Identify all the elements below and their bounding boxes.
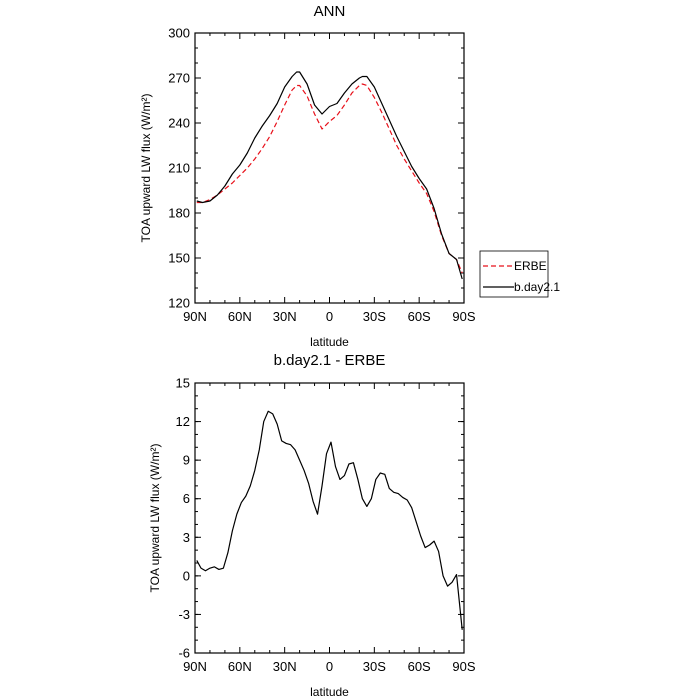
y-tick-label: 0	[183, 568, 190, 583]
legend: ERBE b.day2.1	[479, 250, 560, 298]
y-tick-label: 270	[168, 71, 190, 86]
series-group	[196, 71, 463, 280]
y-tick-label: 150	[168, 251, 190, 266]
x-axis-label: latitude	[310, 335, 349, 349]
x-tick-label: 90S	[452, 659, 475, 674]
x-tick-label: 90N	[183, 659, 207, 674]
series-line-erbe	[196, 83, 463, 274]
chart-panel-difference: b.day2.1 - ERBE latitude TOA upward LW f…	[148, 352, 476, 699]
x-tick-label: 60N	[228, 659, 252, 674]
x-tick-label: 30N	[273, 659, 297, 674]
x-axis-label: latitude	[310, 685, 349, 699]
y-tick-label: 15	[176, 376, 190, 391]
y-tick-label: 300	[168, 26, 190, 41]
axis-ticks: 90N 60N 30N 0 30S 60S 90S -6 -3 0 3 6 9 12 15	[176, 376, 476, 675]
x-tick-label: 30S	[363, 309, 386, 324]
y-tick-label: 180	[168, 206, 190, 221]
series-line-b-day2-1	[196, 71, 463, 280]
x-tick-label: 30N	[273, 309, 297, 324]
legend-box	[479, 250, 549, 298]
plot-frame	[194, 32, 465, 304]
y-tick-label: 210	[168, 161, 190, 176]
legend-label-bday21: b.day2.1	[514, 280, 560, 294]
x-tick-label: 90N	[183, 309, 207, 324]
axis-ticks: 90N 60N 30N 0 30S 60S 90S 120 150 180 210 240 270 300	[168, 26, 476, 325]
x-tick-label: 0	[326, 659, 333, 674]
legend-label-erbe: ERBE	[514, 259, 547, 273]
chart-title: b.day2.1 - ERBE	[274, 352, 386, 369]
x-tick-label: 60N	[228, 309, 252, 324]
y-axis-label: TOA upward LW flux (W/m²)	[148, 444, 162, 593]
x-tick-label: 60S	[408, 309, 431, 324]
x-tick-label: 0	[326, 309, 333, 324]
series-line-b-day2-1-erbe	[196, 410, 463, 630]
y-tick-label: 6	[183, 491, 190, 506]
x-tick-label: 30S	[363, 659, 386, 674]
y-tick-label: 3	[183, 530, 190, 545]
x-tick-label: 60S	[408, 659, 431, 674]
y-tick-label: 9	[183, 453, 190, 468]
y-tick-label: 12	[176, 414, 190, 429]
x-tick-label: 90S	[452, 309, 475, 324]
y-tick-label: 120	[168, 296, 190, 311]
chart-title: ANN	[314, 3, 346, 20]
chart-panel-ann: ANN latitude TOA upward LW flux (W/m²) 9…	[139, 3, 560, 349]
y-tick-label: -3	[178, 607, 190, 622]
y-tick-label: 240	[168, 116, 190, 131]
plot-frame	[194, 382, 465, 654]
y-axis-label: TOA upward LW flux (W/m²)	[139, 94, 153, 243]
series-group	[196, 410, 463, 630]
y-tick-label: -6	[178, 646, 190, 661]
